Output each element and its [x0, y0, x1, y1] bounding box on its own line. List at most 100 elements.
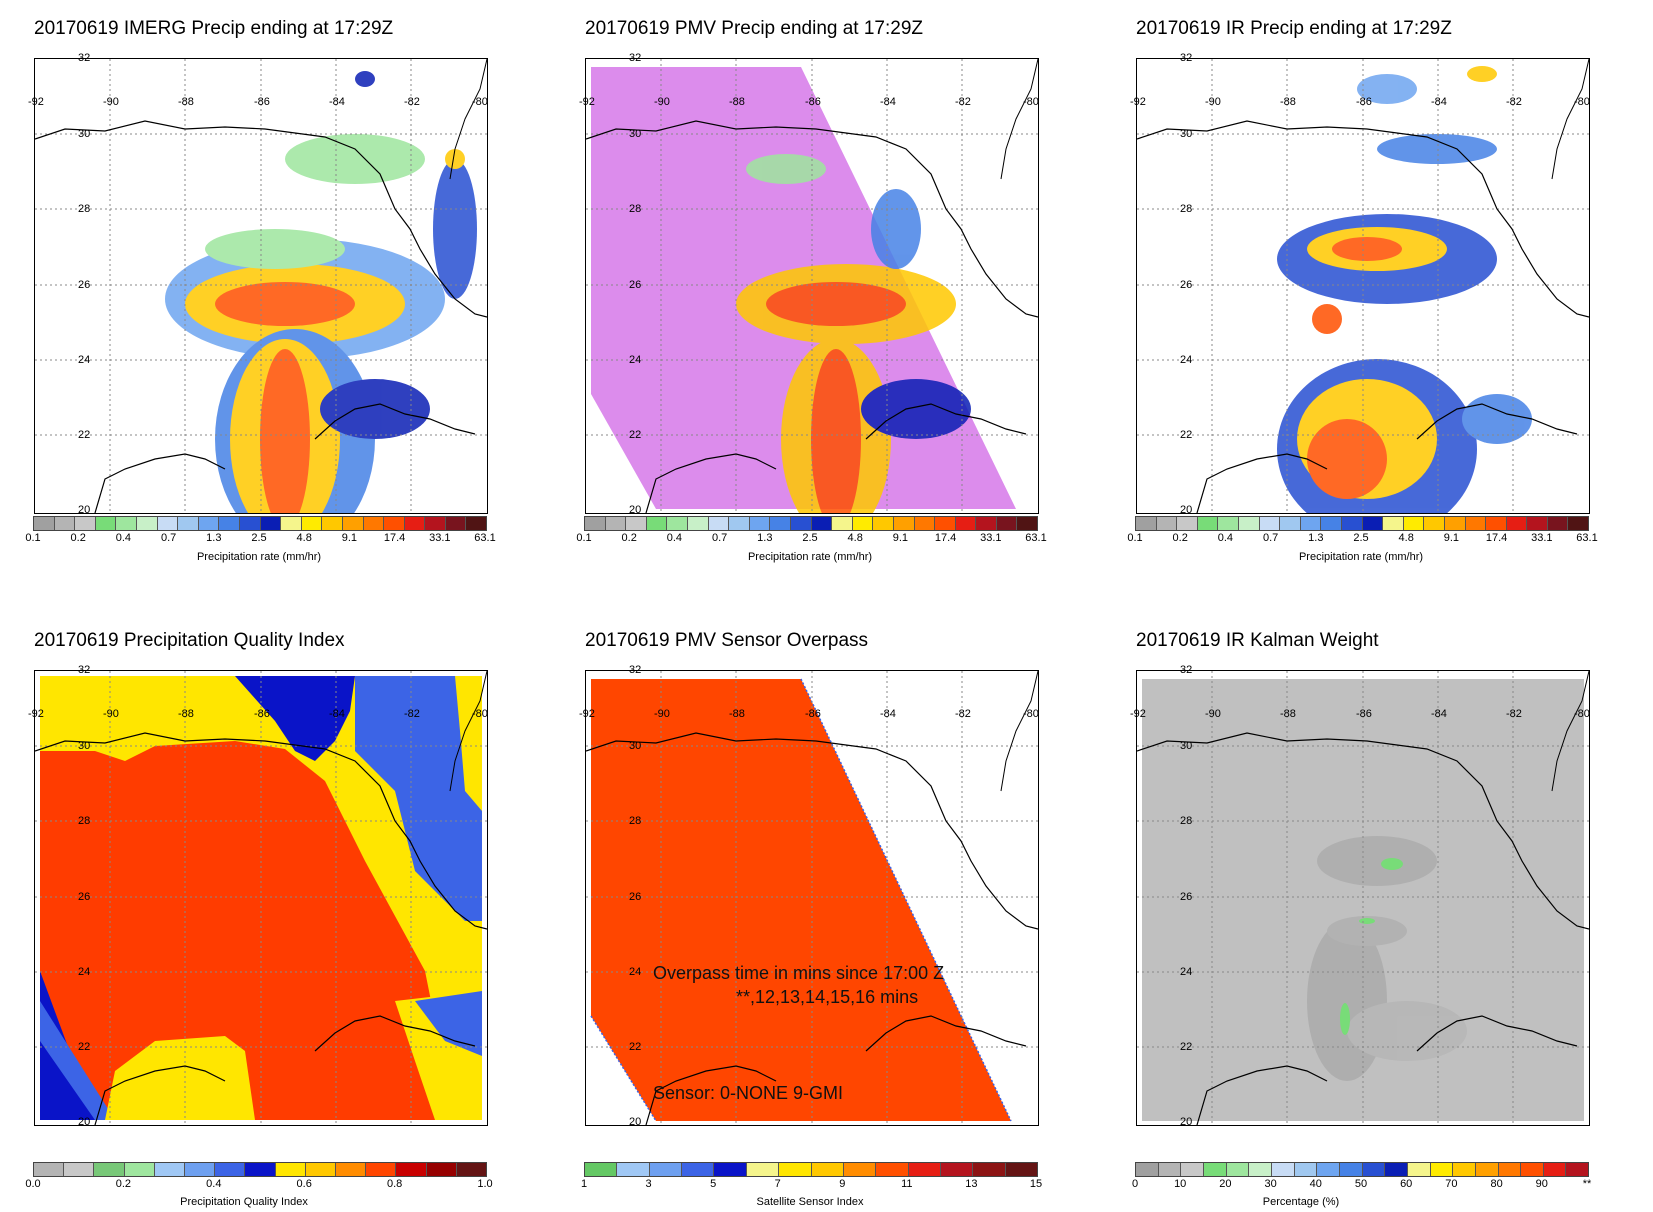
colorbar-tick-label: 17.4: [934, 532, 957, 544]
colorbar-tick-label: 1.3: [757, 532, 773, 544]
colorbar-swatch: [1486, 517, 1507, 530]
colorbar-swatch: [976, 517, 997, 530]
colorbar-swatch: [1506, 517, 1528, 530]
colorbar-swatch: [605, 517, 627, 530]
panel-title: 20170619 PMV Precip ending at 17:29Z: [585, 18, 924, 39]
colorbar-tick-label: 0.4: [206, 1178, 222, 1190]
coastline-and-grid: [586, 671, 1038, 1125]
colorbar-swatch: [1158, 1163, 1182, 1176]
lat-label: 28: [78, 815, 91, 827]
lat-label: 32: [629, 52, 642, 64]
colorbar: [1135, 1162, 1589, 1177]
lon-label: -80: [472, 708, 488, 720]
lon-label: -88: [729, 708, 745, 720]
lon-label: -86: [254, 708, 270, 720]
colorbar-swatch: [617, 1163, 650, 1176]
lat-label: 22: [78, 1041, 91, 1053]
colorbar-swatch: [770, 517, 791, 530]
colorbar-swatch: [1280, 517, 1301, 530]
lat-label: 22: [1180, 429, 1193, 441]
colorbar-swatch: [1238, 517, 1260, 530]
lat-label: 32: [629, 664, 642, 676]
colorbar-swatch: [1156, 517, 1178, 530]
lon-label: -88: [178, 708, 194, 720]
colorbar-tick-label: **: [1582, 1178, 1592, 1190]
colorbar-swatch: [873, 517, 894, 530]
lat-label: 30: [1180, 128, 1193, 140]
lon-label: -88: [178, 96, 194, 108]
lat-label: 22: [78, 429, 91, 441]
colorbar-title: Precipitation Quality Index: [180, 1196, 308, 1208]
colorbar-tick-label: 0.6: [296, 1178, 312, 1190]
colorbar-swatch: [1521, 1163, 1544, 1176]
colorbar-tick-label: 17.4: [1485, 532, 1508, 544]
lon-label: -82: [404, 708, 420, 720]
colorbar-swatch: [54, 517, 76, 530]
colorbar-swatch: [178, 517, 199, 530]
lat-label: 30: [78, 740, 91, 752]
colorbar-tick-label: 20: [1219, 1178, 1232, 1190]
colorbar-swatch: [687, 517, 709, 530]
colorbar-swatch: [682, 1163, 715, 1176]
lat-label: 30: [1180, 740, 1193, 752]
colorbar-tick-label: 0.4: [115, 532, 132, 544]
colorbar-swatch: [64, 1163, 95, 1176]
colorbar-tick-label: 13: [965, 1178, 978, 1190]
colorbar-tick-label: 9.1: [1443, 532, 1460, 544]
lon-label: -92: [28, 96, 44, 108]
colorbar-swatch: [396, 1163, 427, 1176]
colorbar-swatch: [779, 1163, 812, 1176]
colorbar-swatch: [185, 1163, 216, 1176]
colorbar: [33, 516, 487, 531]
coastline-and-grid: [1137, 59, 1589, 513]
colorbar-swatch: [1226, 1163, 1250, 1176]
colorbar-swatch: [1407, 1163, 1431, 1176]
lon-label: -80: [1023, 708, 1039, 720]
colorbar-swatch: [305, 1163, 337, 1176]
colorbar-swatch: [1465, 517, 1487, 530]
lat-label: 28: [1180, 815, 1193, 827]
lon-label: -82: [955, 708, 971, 720]
coastline-and-grid: [1137, 671, 1589, 1125]
lon-label: -82: [404, 96, 420, 108]
map-pqi: [34, 670, 488, 1126]
colorbar-swatch: [1566, 1163, 1589, 1176]
lat-label: 30: [629, 740, 642, 752]
colorbar-swatch: [366, 1163, 397, 1176]
colorbar-swatch: [154, 1163, 186, 1176]
colorbar-swatch: [1218, 517, 1239, 530]
lat-label: 28: [629, 203, 642, 215]
colorbar-swatch: [404, 517, 426, 530]
colorbar-swatch: [157, 517, 179, 530]
colorbar-swatch: [811, 1163, 844, 1176]
colorbar-tick-label: 1.0: [477, 1178, 493, 1190]
coastline-and-grid: [35, 671, 487, 1125]
lon-label: -86: [805, 708, 821, 720]
colorbar-tick-label: 10: [1174, 1178, 1187, 1190]
lon-label: -82: [1506, 708, 1522, 720]
lon-label: -80: [472, 96, 488, 108]
lon-label: -90: [654, 708, 670, 720]
colorbar-tick-label: 0.8: [386, 1178, 403, 1190]
colorbar-swatch: [649, 1163, 683, 1176]
lat-label: 28: [629, 815, 642, 827]
colorbar-swatch: [1197, 517, 1219, 530]
lon-label: -80: [1574, 708, 1590, 720]
lon-label: -82: [955, 96, 971, 108]
panel-title: 20170619 IMERG Precip ending at 17:29Z: [34, 18, 394, 39]
colorbar-swatch: [1568, 517, 1589, 530]
colorbar-swatch: [456, 1163, 487, 1176]
colorbar-swatch: [426, 1163, 457, 1176]
colorbar-tick-label: 9.1: [892, 532, 909, 544]
overpass-minutes-label: **,12,13,14,15,16 mins: [736, 987, 919, 1007]
colorbar-swatch: [34, 1163, 65, 1176]
lon-label: -90: [1205, 708, 1221, 720]
colorbar-swatch: [260, 517, 282, 530]
lat-label: 26: [78, 279, 91, 291]
colorbar-tick-label: 0.0: [25, 1178, 41, 1190]
panel-title: 20170619 IR Precip ending at 17:29Z: [1136, 18, 1452, 39]
lon-label: -88: [1280, 96, 1296, 108]
colorbar-swatch: [1300, 517, 1322, 530]
colorbar-swatch: [914, 517, 936, 530]
pqi-field: [40, 676, 482, 1120]
